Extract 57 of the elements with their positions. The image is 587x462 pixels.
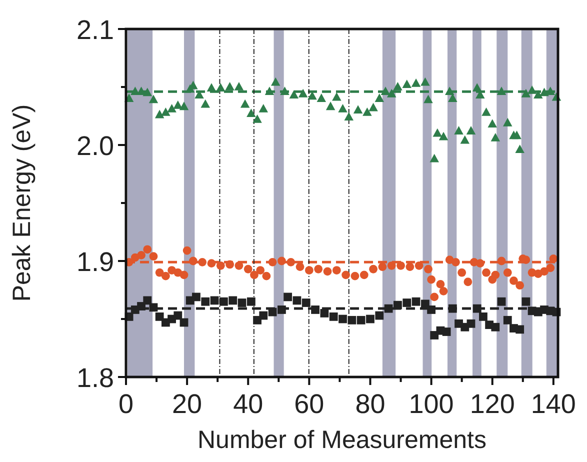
point [394, 300, 402, 310]
point [268, 308, 277, 316]
point [210, 296, 219, 305]
point [302, 298, 310, 307]
point [137, 302, 146, 310]
point [143, 296, 152, 305]
point [219, 297, 228, 306]
point [246, 297, 256, 306]
point [448, 304, 457, 313]
y-tick-label: 2.1 [76, 15, 114, 45]
point [238, 298, 246, 307]
point [180, 318, 188, 327]
point [412, 297, 420, 306]
point [402, 298, 412, 307]
point [503, 316, 512, 324]
point [149, 303, 158, 312]
x-axis-title: Number of Measurements [197, 426, 487, 454]
point [442, 328, 451, 336]
x-tick-label: 100 [408, 389, 454, 419]
point [192, 292, 200, 302]
point [278, 306, 286, 314]
x-tick-label: 140 [530, 389, 576, 419]
point [284, 292, 292, 302]
x-tick-label: 80 [355, 389, 386, 419]
y-axis-title: Peak Energy (eV) [8, 104, 36, 302]
point [228, 296, 238, 305]
point [155, 312, 164, 321]
point [375, 311, 384, 320]
point [516, 325, 524, 334]
point [384, 304, 393, 313]
x-tick-label: 0 [118, 389, 134, 419]
point [174, 311, 182, 320]
x-tick-label: 40 [233, 389, 264, 419]
point [472, 304, 482, 313]
point [497, 297, 506, 306]
point [259, 311, 268, 320]
x-tick-label: 20 [172, 389, 202, 419]
point [427, 306, 436, 314]
point [338, 314, 347, 324]
point [420, 300, 430, 308]
point [366, 314, 374, 324]
point [491, 322, 500, 332]
x-tick-label: 60 [294, 389, 324, 419]
y-tick-label: 1.9 [76, 247, 114, 277]
point [479, 312, 488, 321]
point [292, 296, 302, 305]
y-tick-label: 1.8 [76, 363, 114, 393]
point [329, 312, 338, 321]
x-tick-label: 120 [470, 389, 515, 419]
y-tick-label: 2.0 [76, 131, 114, 161]
point [522, 297, 530, 306]
point [320, 309, 329, 318]
point [348, 316, 356, 324]
point [311, 306, 320, 314]
point [356, 316, 366, 324]
point [201, 297, 210, 306]
point [466, 319, 476, 328]
